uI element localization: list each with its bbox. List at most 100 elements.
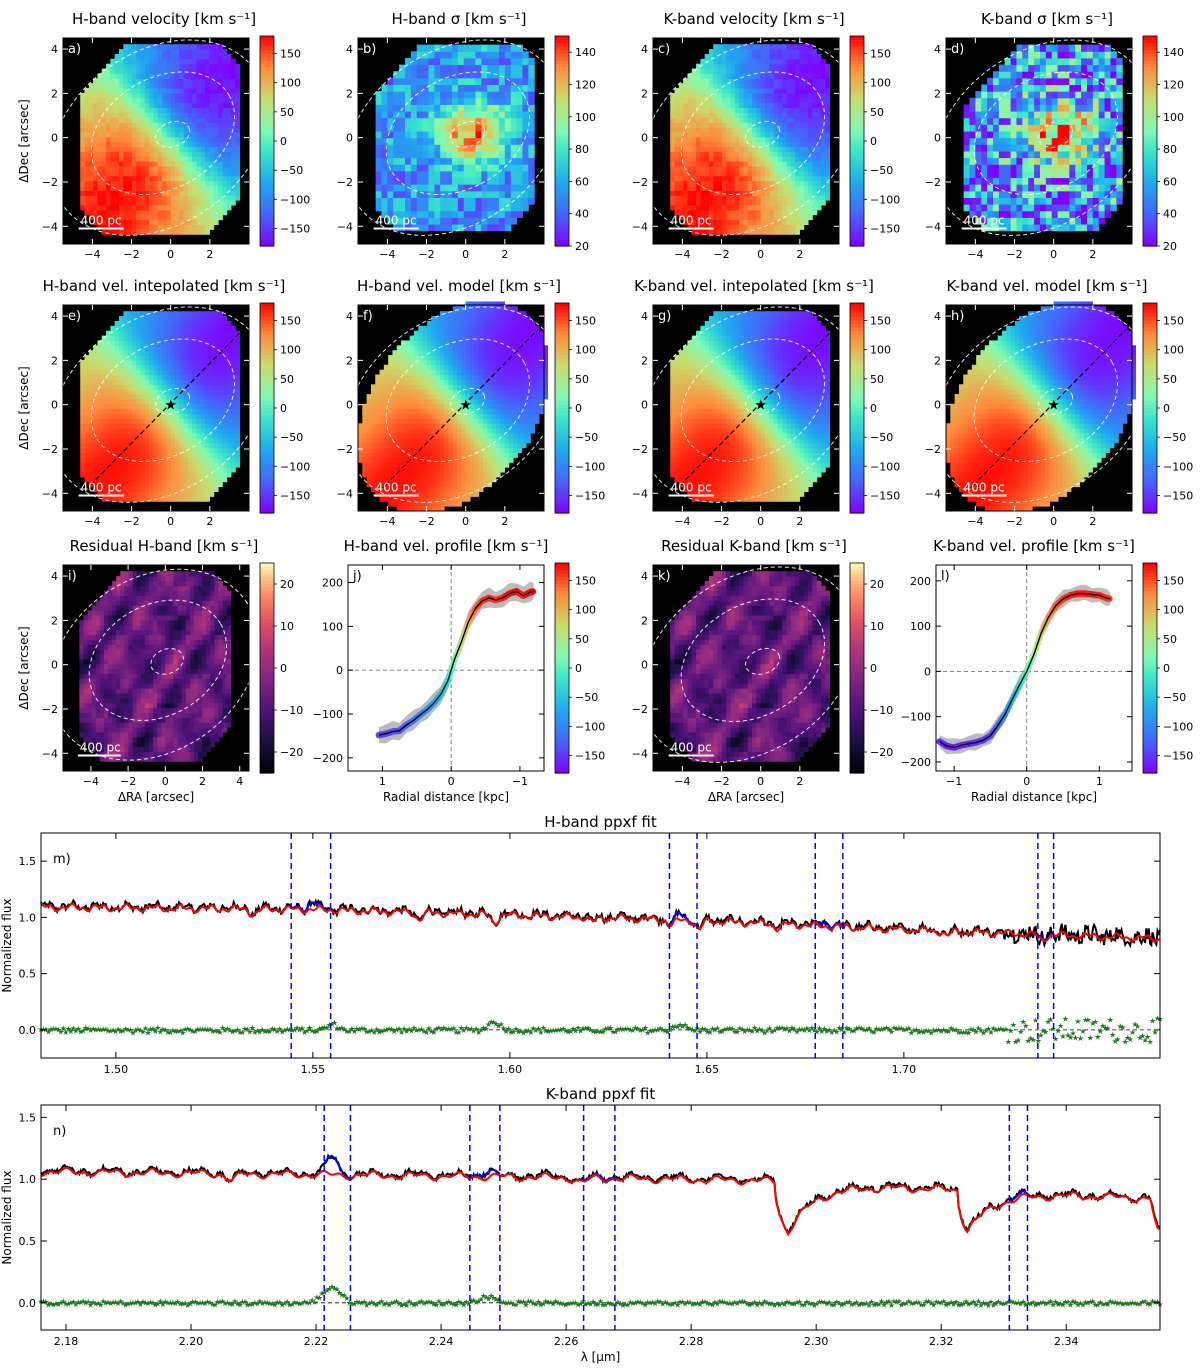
map-pixel (1028, 157, 1035, 165)
map-pixel (1045, 91, 1053, 99)
map-pixel (118, 330, 124, 337)
map-pixel (691, 224, 697, 230)
map-pixel (700, 83, 706, 89)
colorbar-segment (1143, 144, 1157, 149)
map-pixel (97, 209, 103, 216)
map-pixel (739, 107, 744, 113)
colorbar-segment (850, 193, 864, 198)
map-pixel (399, 84, 406, 92)
map-pixel (416, 217, 424, 225)
map-pixel (808, 209, 813, 216)
map-pixel (764, 63, 770, 70)
colorbar-segment (1143, 190, 1157, 195)
map-pixel (451, 197, 459, 205)
map-pixel (416, 71, 424, 79)
map-pixel (213, 88, 219, 94)
map-pixel (149, 136, 154, 143)
map-pixel (131, 320, 137, 327)
map-pixel (963, 150, 970, 159)
map-pixel (101, 131, 107, 138)
colorbar-segment (1143, 235, 1157, 240)
colorbar-segment (555, 109, 569, 114)
map-pixel (493, 137, 500, 145)
colorbar-segment (1143, 78, 1157, 83)
map-pixel (734, 44, 740, 50)
map-pixel (743, 58, 749, 65)
map-pixel (696, 127, 701, 133)
map-pixel (131, 63, 137, 70)
map-pixel (1063, 150, 1070, 159)
map-pixel (498, 210, 506, 218)
map-pixel (93, 88, 98, 94)
map-pixel (192, 141, 198, 148)
map-pixel (428, 190, 435, 198)
map-pixel (498, 111, 506, 119)
map-pixel (773, 200, 779, 206)
map-pixel (769, 180, 775, 187)
map-pixel (118, 320, 124, 327)
colorbar-segment (555, 186, 569, 191)
map-pixel (717, 44, 723, 50)
map-pixel (469, 137, 476, 145)
map-pixel (393, 84, 400, 92)
map-pixel (777, 68, 783, 74)
map-pixel (683, 200, 688, 206)
map-pixel (463, 91, 471, 99)
map-pixel (140, 107, 146, 113)
map-pixel (704, 83, 710, 89)
colorbar-segment (555, 214, 569, 219)
colorbar-frame (554, 35, 570, 247)
map-pixel (196, 68, 202, 74)
colorbar-segment (850, 137, 864, 142)
colorbar-segment (555, 64, 569, 69)
map-pixel (84, 185, 90, 191)
map-pixel (416, 44, 424, 52)
colorbar-segment (1143, 130, 1157, 135)
map-pixel (404, 157, 412, 165)
map-pixel (123, 359, 129, 366)
map-pixel (88, 117, 94, 123)
map-pixel (144, 180, 150, 187)
map-pixel (756, 63, 762, 70)
map-pixel (1051, 97, 1059, 105)
map-pixel (84, 442, 90, 449)
map-pixel (726, 151, 732, 157)
map-pixel (136, 214, 142, 221)
map-pixel (205, 102, 210, 109)
map-pixel (726, 107, 732, 113)
map-pixel (80, 180, 86, 187)
map-pixel (416, 117, 424, 125)
map-pixel (127, 476, 133, 483)
map-pixel (777, 224, 783, 230)
map-pixel (457, 57, 465, 66)
map-pixel (157, 53, 163, 60)
map-pixel (704, 185, 710, 191)
map-pixel (683, 195, 688, 201)
map-pixel (136, 467, 142, 473)
colorbar-segment (850, 232, 864, 237)
map-pixel (196, 83, 202, 89)
map-pixel (131, 491, 137, 497)
map-pixel (166, 49, 172, 55)
map-pixel (179, 185, 185, 191)
map-pixel (187, 224, 193, 230)
map-pixel (510, 131, 518, 139)
map-pixel (769, 170, 775, 177)
map-pixel (157, 161, 163, 167)
map-pixel (114, 78, 120, 84)
map-pixel (670, 161, 676, 167)
map-pixel (93, 205, 98, 211)
map-pixel (187, 127, 193, 133)
map-pixel (786, 175, 792, 182)
map-pixel (721, 122, 727, 128)
map-pixel (498, 170, 506, 179)
map-pixel (522, 84, 529, 92)
map-pixel (410, 204, 418, 212)
map-pixel (114, 136, 120, 143)
map-pixel (498, 51, 506, 59)
map-pixel (410, 51, 418, 59)
map-pixel (696, 73, 701, 79)
map-pixel (440, 84, 447, 92)
map-pixel (222, 209, 228, 216)
map-pixel (1039, 164, 1047, 172)
